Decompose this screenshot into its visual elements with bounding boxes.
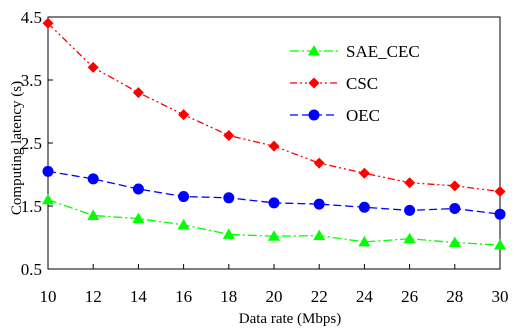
legend-marker (308, 45, 320, 56)
series-layer (42, 17, 506, 250)
legend-label: OEC (346, 106, 380, 125)
y-axis-title: Computing latency (s) (9, 81, 25, 215)
data-point-csc (223, 129, 235, 141)
data-point-sae-cec (222, 228, 235, 239)
data-point-oec (404, 204, 416, 216)
data-point-sae-cec (87, 209, 100, 220)
data-point-oec (87, 173, 99, 185)
y-tick-label: 1.5 (21, 197, 42, 216)
data-point-oec (449, 203, 461, 215)
data-point-oec (178, 191, 190, 203)
x-axis-title: Data rate (Mbps) (239, 311, 341, 327)
data-point-oec (358, 201, 370, 213)
data-point-csc (449, 180, 461, 192)
data-point-csc (494, 186, 506, 198)
legend-label: SAE_CEC (346, 42, 420, 61)
series-line-csc (47, 22, 501, 193)
data-point-csc (404, 177, 416, 189)
legend: SAE_CEC CSC OEC (290, 42, 420, 125)
data-point-sae-cec (313, 229, 326, 241)
data-point-oec (494, 208, 506, 220)
series-line-sae-cec (47, 199, 501, 246)
data-point-csc (268, 140, 280, 152)
x-tick-label: 16 (175, 287, 192, 306)
x-tick-label: 10 (40, 287, 57, 306)
x-tick-label: 28 (446, 287, 463, 306)
legend-marker (308, 77, 320, 89)
series-oec (42, 165, 506, 220)
legend-item-oec: OEC (290, 106, 380, 125)
series-sae-cec (42, 193, 506, 250)
legend-item-csc: CSC (290, 74, 378, 93)
series-csc (42, 17, 506, 198)
data-point-sae-cec (494, 239, 506, 250)
data-point-sae-cec (358, 235, 371, 247)
x-tick-label: 14 (130, 287, 148, 306)
data-point-csc (178, 109, 190, 121)
data-point-sae-cec (132, 212, 145, 224)
data-point-oec (42, 165, 54, 177)
data-point-sae-cec (448, 236, 461, 248)
y-tick-label: 0.5 (21, 260, 42, 279)
data-point-sae-cec (268, 230, 280, 241)
data-point-csc (132, 87, 144, 99)
data-point-sae-cec (403, 232, 416, 244)
legend-item-sae-cec: SAE_CEC (290, 42, 420, 61)
y-tick-label: 3.5 (21, 71, 42, 90)
data-point-sae-cec (177, 218, 190, 230)
x-tick-label: 20 (266, 287, 283, 306)
x-tick-label: 26 (401, 287, 418, 306)
y-tick-label: 4.5 (21, 8, 42, 27)
legend-label: CSC (346, 74, 378, 93)
data-point-csc (87, 61, 99, 73)
data-point-oec (313, 198, 325, 210)
x-tick-label: 22 (311, 287, 328, 306)
data-point-oec (132, 183, 144, 195)
legend-marker (308, 109, 320, 121)
x-tick-label: 18 (220, 287, 237, 306)
data-point-csc (42, 17, 54, 29)
data-point-sae-cec (42, 193, 54, 205)
data-point-csc (313, 157, 325, 169)
x-tick-label: 12 (85, 287, 102, 306)
y-tick-label: 2.5 (21, 134, 42, 153)
x-tick-label: 24 (356, 287, 374, 306)
data-point-csc (358, 167, 370, 179)
data-point-oec (268, 197, 280, 209)
axis-ticks: 0.5 1.5 2.5 3.5 4.5 10 12 14 16 18 20 22 24 26 28 30 (21, 8, 509, 306)
data-point-oec (223, 192, 235, 204)
x-tick-label: 30 (492, 287, 509, 306)
